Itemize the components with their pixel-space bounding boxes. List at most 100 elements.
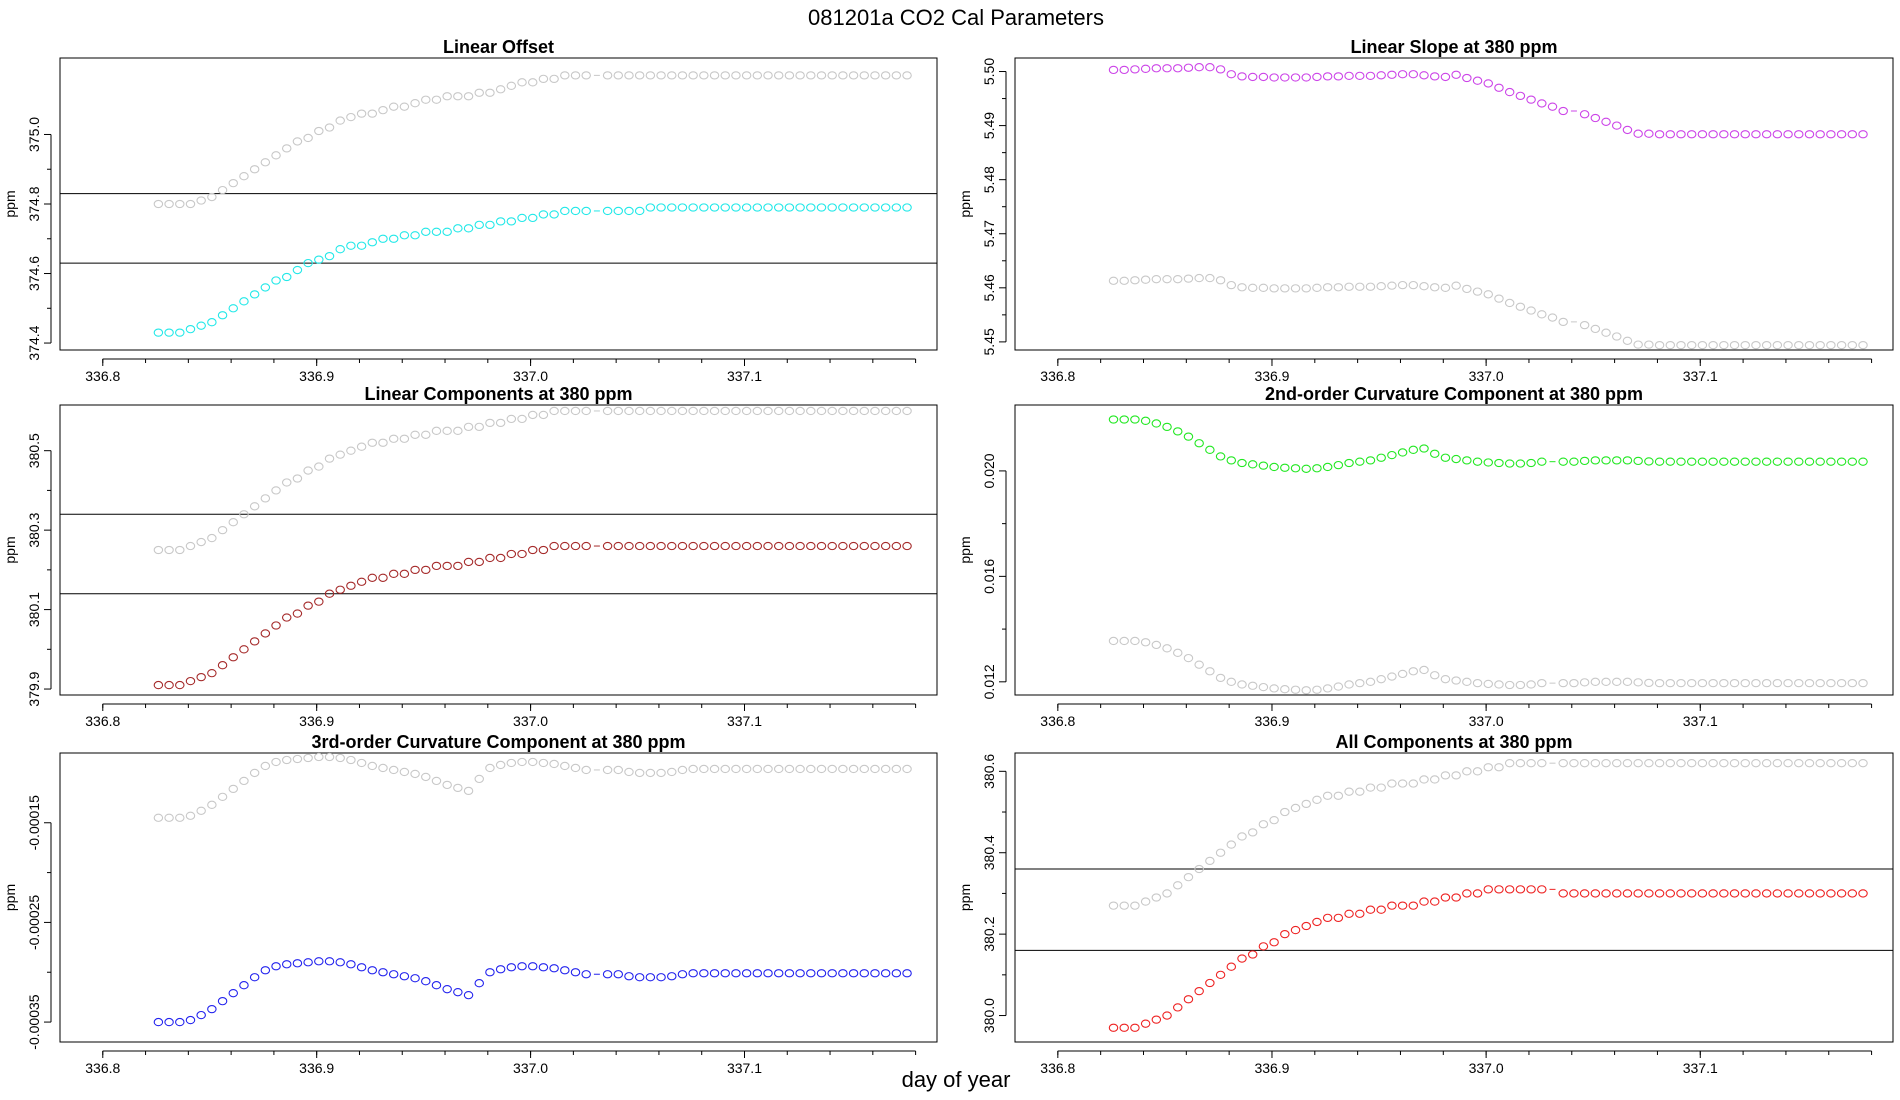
p3-2nd-order-curvature-component-at-380-ppm-point	[1794, 457, 1804, 466]
p5-all-components-at-380-ppm-point	[1515, 759, 1526, 768]
p5-all-components-at-380-ppm-point	[1590, 889, 1601, 898]
p4-3rd-order-curvature-component-at-380-ppm-point	[495, 760, 506, 770]
p4-3rd-order-curvature-component-at-380-ppm-x-tick-label: 337.0	[513, 1060, 548, 1076]
p3-2nd-order-curvature-component-at-380-ppm-point	[1815, 678, 1825, 688]
p4-3rd-order-curvature-component-at-380-ppm-point	[560, 761, 570, 771]
p0-linear-offset-y-tick-label: 374.8	[26, 186, 42, 221]
p5-all-components-at-380-ppm-point	[1622, 759, 1633, 768]
p3-2nd-order-curvature-component-at-380-ppm-x-tick-label: 336.9	[1254, 713, 1289, 729]
p3-2nd-order-curvature-component-at-380-ppm-point	[1322, 462, 1333, 472]
p4-3rd-order-curvature-component-at-380-ppm-point	[645, 973, 656, 982]
p0-linear-offset-point	[517, 78, 527, 87]
p3-2nd-order-curvature-component-at-380-ppm-point	[1579, 678, 1590, 687]
p2-linear-components-at-380-ppm-point	[827, 406, 837, 416]
p4-3rd-order-curvature-component-at-380-ppm-point	[410, 974, 420, 983]
p1-linear-slope-at-380-ppm-point	[1719, 130, 1729, 139]
p1-linear-slope-at-380-ppm-point	[1183, 274, 1194, 283]
p5-all-components-at-380-ppm-point	[1804, 889, 1815, 898]
p0-linear-offset-point	[848, 71, 859, 80]
p0-linear-offset-point	[806, 203, 816, 212]
p3-2nd-order-curvature-component-at-380-ppm-point	[1451, 676, 1461, 685]
p4-3rd-order-curvature-component-at-380-ppm-point	[453, 988, 463, 997]
p4-3rd-order-curvature-component-at-380-ppm-point	[838, 764, 848, 774]
p4-3rd-order-curvature-component-at-380-ppm-point	[902, 969, 912, 978]
p0-linear-offset-point	[902, 203, 912, 212]
p3-2nd-order-curvature-component-at-380-ppm-point	[1804, 678, 1815, 688]
p0-linear-offset-point	[175, 328, 185, 337]
p4-3rd-order-curvature-component-at-380-ppm-point	[880, 969, 891, 978]
p2-linear-components-at-380-ppm-point	[656, 541, 666, 551]
p1-linear-slope-at-380-ppm-point	[1526, 95, 1536, 104]
p5-all-components-at-380-ppm-x-tick-label: 336.9	[1254, 1060, 1289, 1076]
p1-linear-slope-at-380-ppm-y-tick-label: 5.50	[981, 58, 997, 85]
p3-2nd-order-curvature-component-at-380-ppm-point	[1654, 678, 1665, 688]
p5-all-components-at-380-ppm-point	[1237, 832, 1247, 841]
p3-2nd-order-curvature-component-at-380-ppm-point	[1740, 457, 1750, 466]
p0-linear-offset-series-value	[153, 203, 912, 337]
p3-2nd-order-curvature-component-at-380-ppm-point	[1847, 457, 1858, 466]
p0-linear-offset-point	[175, 199, 185, 209]
p3-2nd-order-curvature-component-at-380-ppm-point	[1215, 452, 1226, 461]
p4-3rd-order-curvature-component-at-380-ppm-point	[388, 765, 399, 775]
p0-linear-offset-point	[217, 311, 228, 320]
p5-all-components-at-380-ppm-point	[1569, 759, 1579, 768]
p0-linear-offset-point	[453, 92, 463, 101]
p4-3rd-order-curvature-component-at-380-ppm-point	[741, 764, 752, 774]
p3-2nd-order-curvature-component-at-380-ppm-point	[1355, 457, 1365, 466]
p0-linear-offset-point	[880, 71, 891, 80]
p5-all-components-at-380-ppm-point	[1858, 889, 1868, 898]
p5-all-components-at-380-ppm-point	[1387, 779, 1397, 788]
p4-3rd-order-curvature-component-at-380-ppm-point	[356, 963, 367, 972]
p2-linear-components-at-380-ppm-point	[902, 406, 912, 416]
p1-linear-slope-at-380-ppm-point	[1590, 324, 1601, 334]
p4-3rd-order-curvature-component-at-380-ppm-point	[560, 966, 570, 975]
p5-all-components-at-380-ppm-point	[1173, 881, 1183, 890]
p1-linear-slope-at-380-ppm-point	[1537, 310, 1547, 319]
p0-linear-offset-y-tick-label: 374.4	[26, 325, 42, 360]
p3-2nd-order-curvature-component-at-380-ppm-point	[1708, 678, 1718, 688]
p2-linear-components-at-380-ppm-point	[880, 406, 891, 416]
p2-linear-components-at-380-ppm-point	[356, 442, 367, 451]
p0-linear-offset-point	[731, 203, 741, 212]
p2-linear-components-at-380-ppm-series-reference	[153, 406, 912, 555]
p3-2nd-order-curvature-component-at-380-ppm-point	[1419, 665, 1429, 675]
p0-linear-offset-point	[356, 109, 367, 118]
p1-linear-slope-at-380-ppm-point	[1751, 130, 1761, 139]
p0-linear-offset-y-label: ppm	[2, 190, 18, 217]
p5-all-components-at-380-ppm-point	[1215, 970, 1226, 979]
p0-linear-offset-point	[870, 203, 880, 212]
p0-linear-offset-point	[891, 203, 902, 212]
p2-linear-components-at-380-ppm-point	[453, 561, 463, 571]
p4-3rd-order-curvature-component-at-380-ppm-point	[431, 981, 442, 990]
p5-all-components-at-380-ppm-point	[1151, 1015, 1162, 1024]
p5-all-components-at-380-ppm-point	[1397, 901, 1408, 910]
p1-linear-slope-at-380-ppm-y-tick-label: 5.45	[981, 328, 997, 355]
p3-2nd-order-curvature-component-at-380-ppm-point	[1740, 678, 1750, 688]
p2-linear-components-at-380-ppm-point	[838, 541, 848, 551]
p2-linear-components-at-380-ppm-x-tick-label: 336.9	[299, 713, 334, 729]
p3-2nd-order-curvature-component-at-380-ppm-point	[1537, 457, 1547, 466]
p4-3rd-order-curvature-component-at-380-ppm-point	[667, 767, 677, 777]
p1-linear-slope-at-380-ppm-point	[1355, 71, 1365, 80]
p1-linear-slope-at-380-ppm-point	[1237, 283, 1247, 292]
p3-2nd-order-curvature-component-at-380-ppm-point	[1376, 675, 1386, 684]
p0-linear-offset-point	[196, 321, 206, 330]
p2-linear-components-at-380-ppm-point	[239, 510, 249, 519]
p1-linear-slope-at-380-ppm-point	[1654, 340, 1665, 350]
p1-linear-slope-at-380-ppm-point	[1826, 130, 1836, 139]
p5-all-components-at-380-ppm-point	[1494, 763, 1504, 772]
p1-linear-slope-at-380-ppm-point	[1504, 298, 1515, 308]
p5-all-components-at-380-ppm-point	[1108, 1023, 1119, 1032]
p2-linear-components-at-380-ppm-point	[806, 541, 816, 551]
p3-2nd-order-curvature-component-at-380-ppm-point	[1537, 678, 1547, 688]
p4-3rd-order-curvature-component-at-380-ppm-point	[677, 765, 688, 775]
p1-linear-slope-at-380-ppm-point	[1312, 283, 1322, 292]
p1-linear-slope-at-380-ppm-point	[1676, 340, 1686, 350]
p4-3rd-order-curvature-component-at-380-ppm-point	[399, 972, 410, 981]
p2-linear-components-at-380-ppm-point	[249, 502, 260, 511]
p0-linear-offset-point	[185, 199, 196, 209]
p4-3rd-order-curvature-component-at-380-ppm-point	[153, 1017, 164, 1027]
p3-2nd-order-curvature-component-at-380-ppm-point	[1494, 458, 1504, 468]
p5-all-components-at-380-ppm-point	[1280, 807, 1290, 817]
p2-linear-components-at-380-ppm-point	[217, 525, 228, 535]
